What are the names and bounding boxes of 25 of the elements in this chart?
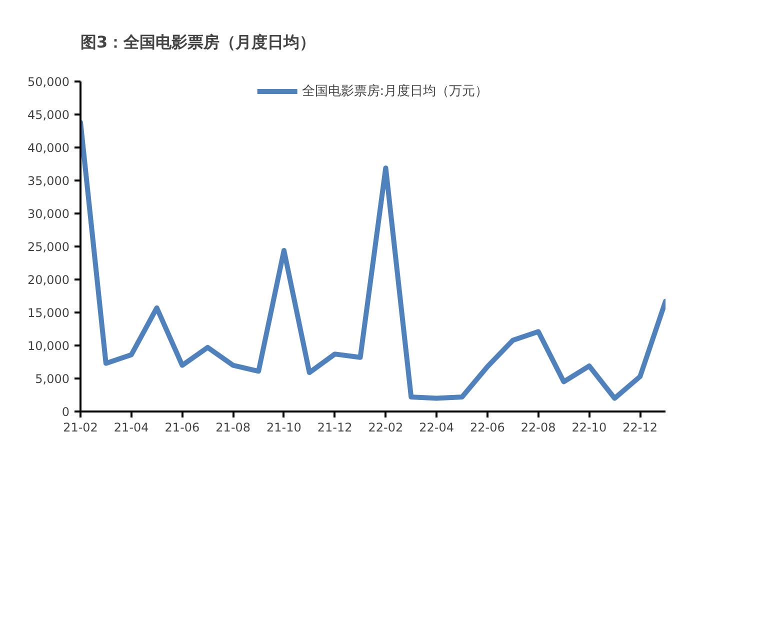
x-tick-label: 22-04 (419, 420, 454, 434)
y-tick-label: 5,000 (35, 372, 70, 386)
y-tick-label: 45,000 (28, 108, 70, 122)
y-tick-label: 20,000 (28, 273, 70, 287)
y-tick-label: 40,000 (28, 141, 70, 155)
y-tick-label: 10,000 (28, 339, 70, 353)
x-tick-label: 21-06 (164, 420, 200, 434)
legend-label: 全国电影票房:月度日均（万元） (302, 83, 488, 100)
y-tick-label: 25,000 (28, 240, 70, 254)
x-tick-label: 21-08 (216, 420, 251, 434)
x-tick-label: 22-10 (572, 420, 607, 434)
y-tick-label: 15,000 (28, 306, 70, 320)
x-tick-label: 22-06 (470, 420, 505, 434)
y-tick-label: 50,000 (28, 75, 70, 89)
chart-title: 图3：全国电影票房（月度日均） (80, 32, 316, 52)
y-tick-label: 30,000 (28, 207, 70, 221)
x-tick-label: 22-12 (622, 420, 658, 434)
y-tick-label: 0 (62, 405, 70, 419)
y-tick-label: 35,000 (28, 174, 70, 188)
x-tick-label: 21-12 (317, 420, 352, 434)
x-tick-label: 21-10 (266, 420, 302, 434)
x-tick-label: 21-04 (114, 420, 149, 434)
x-tick-label: 22-02 (368, 420, 404, 434)
x-tick-label: 21-02 (63, 420, 98, 434)
x-tick-label: 22-08 (520, 420, 556, 434)
